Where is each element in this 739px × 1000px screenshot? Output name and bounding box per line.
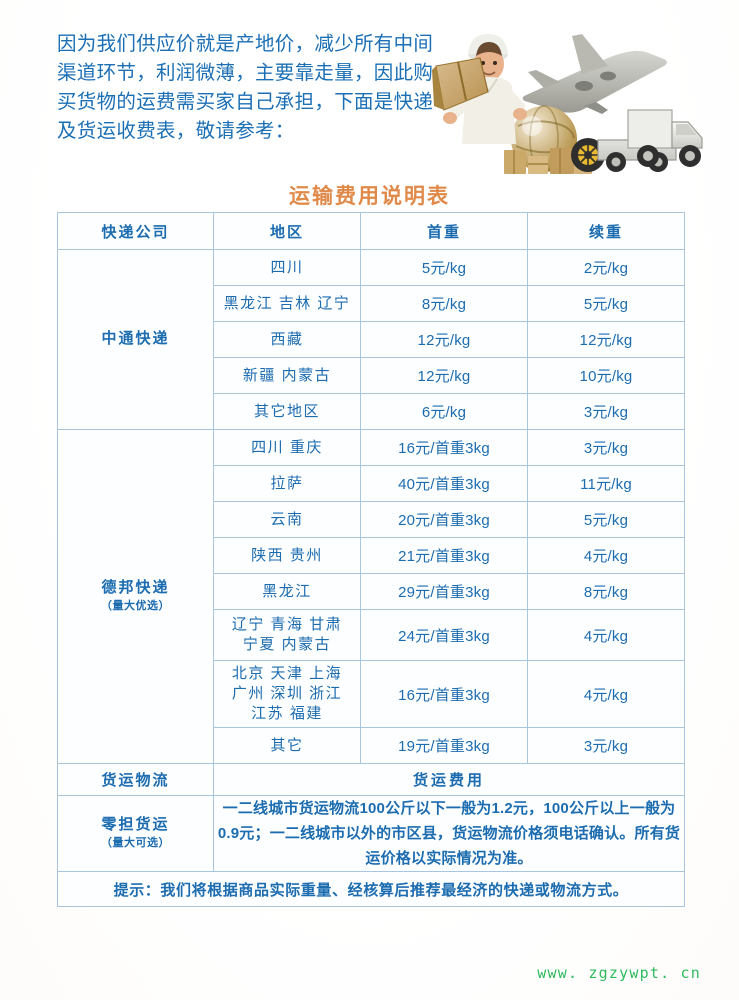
- header-company: 快递公司: [57, 212, 214, 250]
- extra-weight-cell: 4元/kg: [527, 660, 685, 728]
- page-title: 运输费用说明表: [289, 185, 450, 208]
- tip-row: 提示：我们将根据商品实际重量、经核算后推荐最经济的快递或物流方式。: [57, 871, 685, 907]
- table-row: 其它 19元/首重3kg 3元/kg: [58, 727, 685, 764]
- first-weight-cell: 19元/首重3kg: [360, 727, 528, 764]
- first-weight-cell: 8元/kg: [360, 285, 528, 322]
- site-watermark: www. zgzywpt. cn: [537, 964, 701, 982]
- freight-header-left: 货运物流: [57, 763, 214, 796]
- extra-weight-cell: 5元/kg: [527, 285, 685, 322]
- first-weight-cell: 12元/kg: [360, 357, 528, 394]
- table-row: 黑龙江 29元/首重3kg 8元/kg: [58, 573, 685, 610]
- company-subnote: （量大优选）: [101, 600, 170, 612]
- first-weight-cell: 21元/首重3kg: [360, 537, 528, 574]
- region-cell: 云南: [213, 501, 361, 538]
- first-weight-cell: 29元/首重3kg: [360, 573, 528, 610]
- company-label-zto: 中通快递: [57, 249, 214, 430]
- header-region: 地区: [213, 212, 361, 250]
- extra-weight-cell: 11元/kg: [527, 465, 685, 502]
- freight-note: 一二线城市货运物流100公斤以下一般为1.2元，100公斤以上一般为0.9元；一…: [213, 795, 685, 872]
- table-row: 德邦快递 （量大优选） 四川 重庆 16元/首重3kg 3元/kg: [57, 429, 685, 764]
- first-weight-cell: 5元/kg: [360, 249, 528, 286]
- first-weight-cell: 16元/首重3kg: [360, 660, 528, 728]
- region-cell: 拉萨: [213, 465, 361, 502]
- extra-weight-cell: 4元/kg: [527, 609, 685, 661]
- freight-label: 零担货运 （量大可选）: [57, 795, 214, 872]
- extra-weight-cell: 4元/kg: [527, 537, 685, 574]
- region-cell: 西藏: [213, 321, 361, 358]
- extra-weight-cell: 3元/kg: [527, 727, 685, 764]
- region-cell: 四川 重庆: [213, 429, 361, 466]
- extra-weight-cell: 12元/kg: [527, 321, 685, 358]
- first-weight-cell: 24元/首重3kg: [360, 609, 528, 661]
- first-weight-cell: 12元/kg: [360, 321, 528, 358]
- airplane-icon: [522, 34, 667, 114]
- extra-weight-cell: 10元/kg: [527, 357, 685, 394]
- extra-weight-cell: 5元/kg: [527, 501, 685, 538]
- table-row: 拉萨 40元/首重3kg 11元/kg: [58, 465, 685, 502]
- header-extra-weight: 续重: [527, 212, 685, 250]
- first-weight-cell: 20元/首重3kg: [360, 501, 528, 538]
- table-row: 中通快递 四川 5元/kg 2元/kg: [57, 249, 685, 430]
- cardboard-box-icon: [432, 57, 489, 111]
- first-weight-cell: 16元/首重3kg: [360, 429, 528, 466]
- table-row: 新疆 内蒙古 12元/kg 10元/kg: [58, 357, 685, 394]
- region-cell: 黑龙江: [213, 573, 361, 610]
- table-header-row: 快递公司 地区 首重 续重: [57, 212, 685, 250]
- freight-header-row: 货运物流 货运费用: [57, 763, 685, 796]
- company-name: 德邦快递: [101, 579, 170, 597]
- extra-weight-cell: 3元/kg: [527, 393, 685, 430]
- first-weight-cell: 40元/首重3kg: [360, 465, 528, 502]
- table-row: 其它地区 6元/kg 3元/kg: [58, 393, 685, 430]
- extra-weight-cell: 2元/kg: [527, 249, 685, 286]
- intro-section: 因为我们供应价就是产地价，减少所有中间渠道环节，利润微薄，主要靠走量，因此购买货…: [0, 0, 739, 190]
- wheel-icon: [571, 138, 605, 172]
- freight-label-subnote: （量大可选）: [101, 837, 170, 849]
- shipping-rate-table: 快递公司 地区 首重 续重 中通快递 四川 5元/kg 2元/kg 黑龙江 吉林…: [57, 212, 685, 907]
- company-label-deppon: 德邦快递 （量大优选）: [57, 429, 214, 764]
- truck-icon: [627, 109, 703, 167]
- region-cell: 黑龙江 吉林 辽宁: [213, 285, 361, 322]
- table-row: 西藏 12元/kg 12元/kg: [58, 321, 685, 358]
- table-row: 北京 天津 上海 广州 深圳 浙江 江苏 福建 16元/首重3kg 4元/kg: [58, 660, 685, 728]
- region-cell: 其它: [213, 727, 361, 764]
- first-weight-cell: 6元/kg: [360, 393, 528, 430]
- table-row: 黑龙江 吉林 辽宁 8元/kg 5元/kg: [58, 285, 685, 322]
- logistics-hero-image: [432, 14, 714, 180]
- table-row: 辽宁 青海 甘肃 宁夏 内蒙古 24元/首重3kg 4元/kg: [58, 609, 685, 661]
- region-cell: 新疆 内蒙古: [213, 357, 361, 394]
- table-row: 云南 20元/首重3kg 5元/kg: [58, 501, 685, 538]
- region-cell: 四川: [213, 249, 361, 286]
- extra-weight-cell: 8元/kg: [527, 573, 685, 610]
- freight-label-name: 零担货运: [101, 816, 170, 834]
- region-cell: 陕西 贵州: [213, 537, 361, 574]
- region-cell: 其它地区: [213, 393, 361, 430]
- freight-detail-row: 零担货运 （量大可选） 一二线城市货运物流100公斤以下一般为1.2元，100公斤…: [57, 795, 685, 872]
- table-row: 陕西 贵州 21元/首重3kg 4元/kg: [58, 537, 685, 574]
- region-cell: 辽宁 青海 甘肃 宁夏 内蒙古: [213, 609, 361, 661]
- intro-paragraph: 因为我们供应价就是产地价，减少所有中间渠道环节，利润微薄，主要靠走量，因此购买货…: [57, 33, 434, 142]
- extra-weight-cell: 3元/kg: [527, 429, 685, 466]
- tip-text: 提示：我们将根据商品实际重量、经核算后推荐最经济的快递或物流方式。: [57, 871, 685, 907]
- header-first-weight: 首重: [360, 212, 528, 250]
- region-cell: 北京 天津 上海 广州 深圳 浙江 江苏 福建: [213, 660, 361, 728]
- freight-header-right: 货运费用: [213, 763, 685, 796]
